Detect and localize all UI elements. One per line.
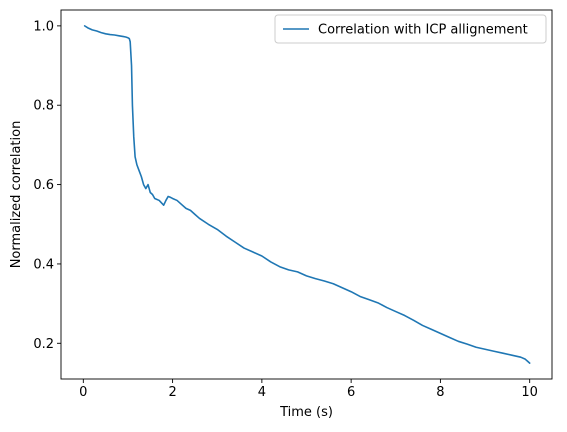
y-tick-label: 0.6 bbox=[33, 178, 54, 193]
y-axis-label: Normalized correlation bbox=[9, 121, 24, 269]
x-tick-label: 8 bbox=[436, 385, 444, 400]
x-axis-label: Time (s) bbox=[279, 405, 333, 420]
legend-box bbox=[274, 14, 547, 44]
y-tick-label: 0.2 bbox=[33, 337, 54, 352]
x-tick-label: 2 bbox=[168, 385, 176, 400]
x-tick-label: 6 bbox=[347, 385, 355, 400]
series-line-0 bbox=[83, 25, 531, 364]
plot-area bbox=[83, 25, 531, 364]
y-tick-label: 1.0 bbox=[33, 19, 54, 34]
y-tick-label: 0.8 bbox=[33, 99, 54, 114]
legend-entry-label: Correlation with ICP allignement bbox=[318, 23, 528, 38]
axes: 0 2 4 6 8 10 0.2 0.4 0.6 0.8 1.0 bbox=[33, 9, 553, 400]
axes-frame bbox=[60, 9, 553, 380]
x-tick-label: 4 bbox=[258, 385, 266, 400]
legend: Correlation with ICP allignement bbox=[274, 14, 547, 44]
x-tick-label: 10 bbox=[521, 385, 538, 400]
x-tick-label: 0 bbox=[79, 385, 87, 400]
y-tick-label: 0.4 bbox=[33, 257, 54, 272]
